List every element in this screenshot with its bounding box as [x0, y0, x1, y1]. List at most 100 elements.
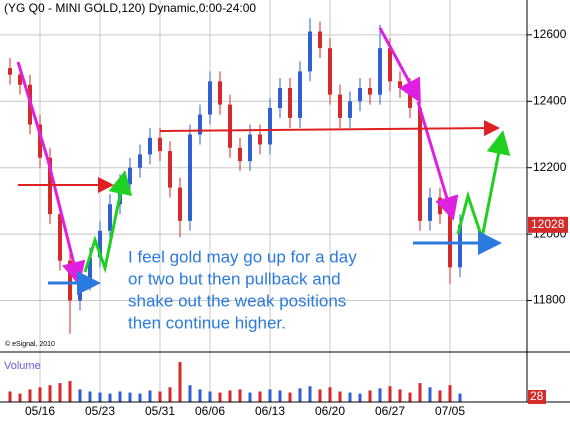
volume-bar [228, 390, 232, 402]
candle-body [188, 134, 192, 221]
candle-body [148, 137, 152, 155]
candle-body [418, 107, 422, 221]
candle-body [448, 214, 452, 268]
arrow [159, 120, 500, 137]
volume-bar [68, 381, 72, 402]
x-tick-label: 06/20 [315, 404, 345, 418]
volume-bar [278, 390, 282, 402]
chart-title: (YG Q0 - MINI GOLD,120) Dynamic,0:00-24:… [4, 1, 256, 15]
candle-body [288, 88, 292, 118]
volume-bar [28, 389, 32, 402]
candle-body [238, 147, 242, 162]
candle-body [378, 48, 382, 95]
volume-bar [58, 383, 62, 402]
volume-bar [118, 391, 122, 402]
x-tick-label: 06/13 [255, 404, 285, 418]
candle-body [338, 94, 342, 118]
volume-bar [258, 391, 262, 402]
y-tick-label: 12600 [533, 27, 567, 41]
candle-body [268, 107, 272, 145]
volume-bar [188, 385, 192, 402]
candle-body [128, 167, 132, 185]
volume-bar [208, 391, 212, 402]
volume-bar [88, 391, 92, 402]
volume-bar [428, 387, 432, 402]
candle-body [178, 187, 182, 221]
candle-body [308, 31, 312, 72]
y-tick-label: 12400 [533, 93, 567, 107]
candle-body [298, 71, 302, 118]
volume-bar [378, 388, 382, 402]
x-tick-label: 06/27 [375, 404, 405, 418]
candle-body [88, 257, 92, 281]
annotation-line: shake out the weak positions [128, 291, 346, 310]
candle-body [168, 151, 172, 188]
volume-bar [418, 383, 422, 402]
candle-body [68, 260, 72, 301]
candle-body [258, 134, 262, 145]
x-tick-label: 07/05 [435, 404, 465, 418]
volume-current-box [528, 390, 546, 404]
volume-bar [388, 386, 392, 402]
volume-bar [368, 390, 372, 402]
candle-body [138, 154, 142, 168]
arrow [456, 130, 511, 244]
annotation: I feel gold may go up for a day or two bu… [128, 247, 357, 332]
volume-label: Volume [4, 360, 41, 372]
volume-bar [308, 386, 312, 402]
volume-bar [78, 389, 82, 402]
volume-bar [438, 390, 442, 402]
candle-body [218, 81, 222, 105]
volume-bar [348, 392, 352, 402]
volume-bar [148, 390, 152, 402]
volume-bar [218, 392, 222, 402]
volume-bar [288, 392, 292, 402]
arrow [378, 27, 421, 104]
volume-bar [138, 393, 142, 402]
candle-body [108, 204, 112, 231]
arrow [416, 101, 459, 221]
volume-bar [408, 392, 412, 402]
candle-body [58, 214, 62, 261]
last-price-box [528, 216, 568, 233]
volume-bar [38, 387, 42, 402]
candle-body [328, 48, 332, 95]
x-tick-label: 05/16 [25, 404, 55, 418]
volume-bar [178, 362, 182, 402]
volume-current-label: 28 [530, 389, 544, 403]
y-tick-label: 11800 [533, 293, 566, 307]
volume-bar [328, 387, 332, 402]
volume-bar [98, 392, 102, 402]
candle-body [358, 88, 362, 102]
volume-bar [128, 392, 132, 402]
volume-bar [268, 389, 272, 402]
candle-body [348, 101, 352, 118]
arrows [16, 27, 511, 295]
candle-body [208, 81, 212, 115]
volume-bar [358, 393, 362, 402]
candle-body [198, 114, 202, 135]
volume-bar [318, 389, 322, 402]
candle-body [18, 74, 22, 85]
candle-body [278, 88, 282, 108]
candle-body [98, 230, 102, 258]
volume-bar [338, 391, 342, 402]
candle-body [388, 48, 392, 82]
candle-body [228, 104, 232, 148]
candle-body [318, 31, 322, 49]
candle-body [38, 124, 42, 158]
candle-body [428, 197, 432, 221]
y-tick-label: 12200 [533, 160, 567, 174]
x-tick-label: 05/23 [85, 404, 115, 418]
volume-bar [168, 387, 172, 402]
annotation-line: I feel gold may go up for a day [128, 247, 357, 266]
volume-bar [48, 385, 52, 402]
volume-bar [18, 393, 22, 402]
volume-bar [238, 389, 242, 402]
volume-bar [248, 392, 252, 402]
candle-body [368, 88, 372, 95]
annotation-line: then continue higher. [128, 313, 286, 332]
candle-body [438, 197, 442, 215]
